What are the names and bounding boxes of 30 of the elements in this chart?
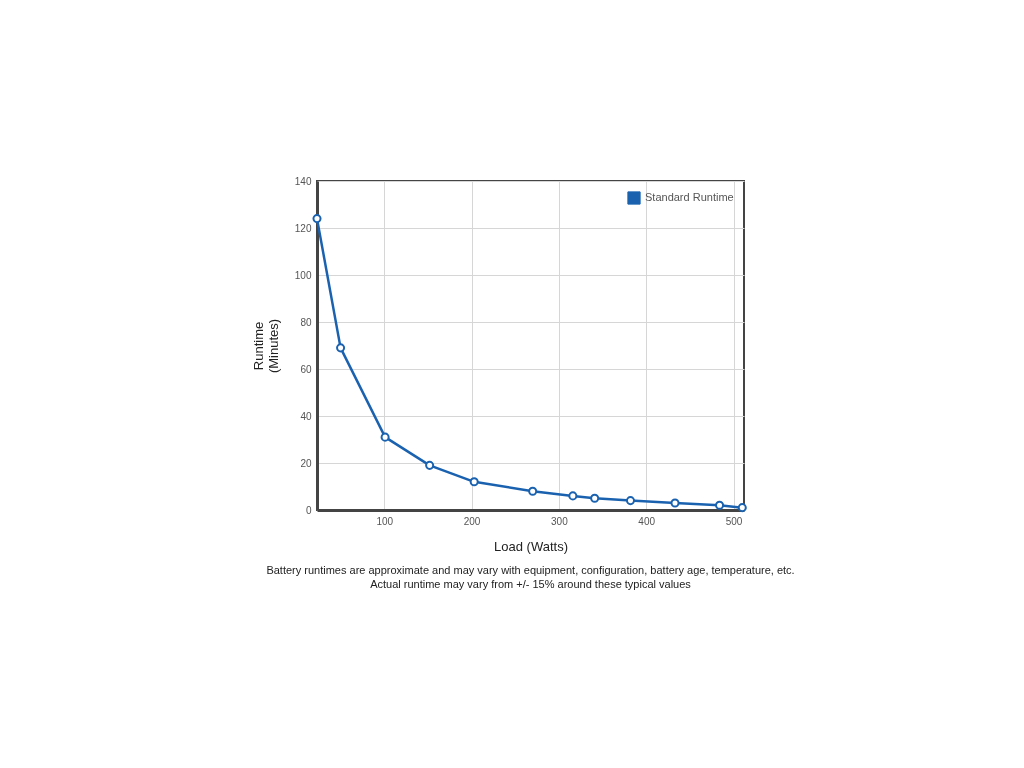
- point: [425, 460, 435, 470]
- point: [528, 486, 538, 496]
- y-axis-title: Runtime (Minutes): [250, 318, 281, 374]
- point: [469, 477, 479, 487]
- point: [590, 493, 600, 503]
- point: [625, 496, 636, 506]
- y-tick-label: 40: [300, 410, 312, 422]
- text: Battery runtimes are approximate and may vary with equipment, configuration, battery age, temperature, etc.: [266, 564, 795, 576]
- y-tick-label: 20: [300, 457, 312, 469]
- x-tick-label: 300: [551, 515, 569, 527]
- y-tick-label: 140: [294, 175, 312, 187]
- point: [670, 498, 680, 508]
- point: [312, 214, 322, 224]
- y-tick-label: 0: [305, 504, 312, 516]
- text: Actual runtime may vary from +/- 15% around these typical values: [370, 578, 692, 590]
- x-axis-title: Load (Watts): [494, 538, 568, 554]
- x-tick-label: 400: [638, 515, 656, 527]
- point: [568, 491, 578, 501]
- legend-label: Standard Runtime: [645, 191, 734, 203]
- point: [336, 343, 346, 353]
- y-tick-label: 100: [294, 269, 312, 281]
- x-tick-label: 500: [725, 515, 743, 527]
- x-tick-label: 200: [463, 515, 481, 527]
- y-tick-label: 120: [294, 222, 312, 234]
- y-tick-label: 60: [300, 363, 312, 375]
- y-tick-label: 80: [300, 316, 312, 328]
- point: [715, 500, 725, 510]
- point: [737, 503, 747, 513]
- x-tick-label: 100: [376, 515, 394, 527]
- point: [380, 432, 390, 442]
